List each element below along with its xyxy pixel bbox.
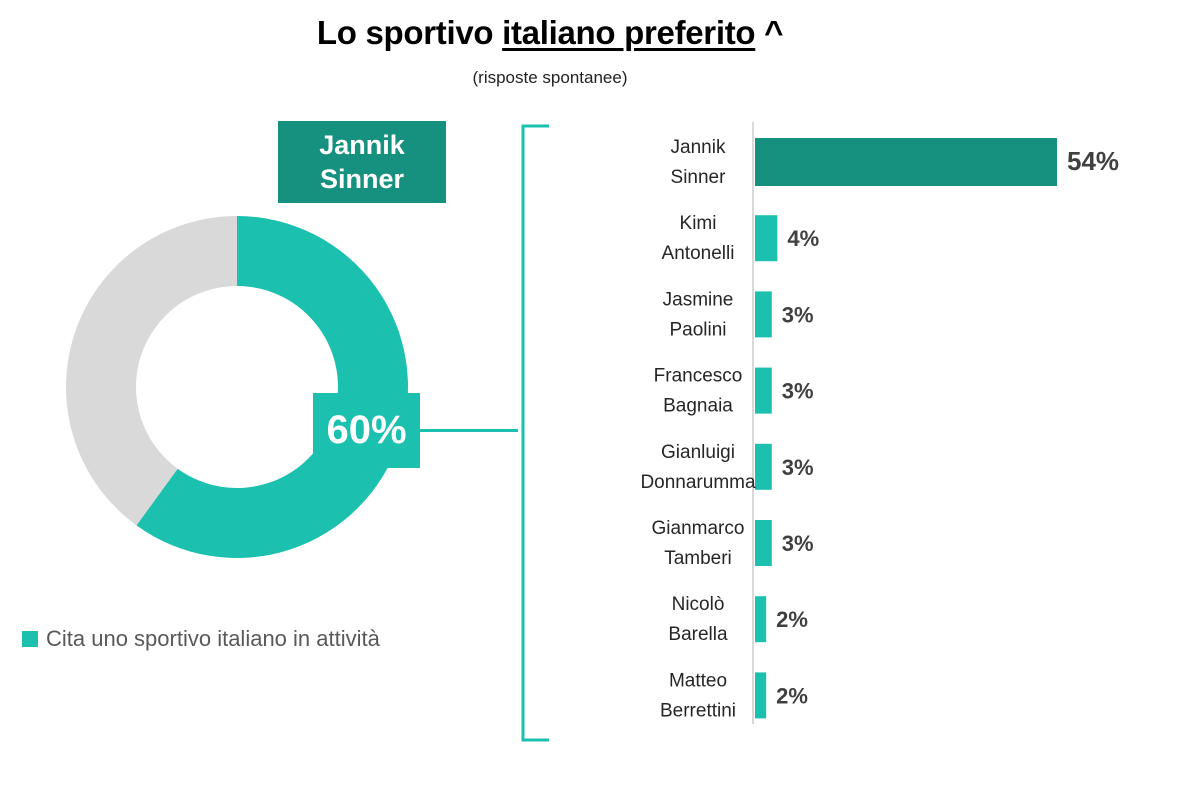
bar-0: [755, 138, 1057, 186]
title-caret: ^: [764, 14, 784, 51]
top-athlete-first-name: Jannik: [319, 130, 405, 160]
category-label-2: Jasmine Paolini: [663, 289, 734, 340]
bar-7: [755, 672, 767, 719]
bar-value-label-5: 3%: [782, 531, 814, 556]
bar-value-label-7: 2%: [776, 683, 808, 708]
bar-value-label-6: 2%: [776, 607, 808, 632]
connector-line: [420, 429, 518, 432]
bar-value-label-4: 3%: [782, 455, 814, 480]
chart-title: Lo sportivo italiano preferito ^: [0, 14, 1100, 52]
category-label-6: Nicolò Barella: [668, 594, 728, 645]
top-athlete-last-name: Sinner: [319, 164, 405, 194]
category-label-3: Francesco Bagnaia: [654, 366, 743, 417]
bar-3: [755, 367, 772, 414]
bar-value-label-3: 3%: [782, 379, 814, 404]
donut-legend: Cita uno sportivo italiano in attività: [22, 626, 380, 652]
legend-label: Cita uno sportivo italiano in attività: [46, 626, 380, 651]
bar-5: [755, 520, 772, 566]
donut-slice-other: [65, 216, 237, 526]
bar-2: [755, 291, 772, 338]
chart-subtitle: (risposte spontanee): [472, 68, 628, 87]
donut-data-label: 60%: [313, 393, 420, 468]
donut-slice-active: [136, 216, 409, 558]
bar-6: [755, 596, 767, 643]
bar-4: [755, 443, 772, 490]
bar-value-label-2: 3%: [782, 302, 814, 327]
bar-value-label-1: 4%: [787, 226, 819, 251]
category-label-5: Gianmarco Tamberi: [652, 518, 745, 569]
donut-chart: [65, 216, 409, 558]
title-underlined: italiano preferito: [502, 14, 756, 51]
category-label-7: Matteo Berrettini: [660, 670, 736, 721]
top-athlete-label: Jannik Sinner: [278, 121, 446, 203]
category-label-4: Gianluigi Donnarumma: [640, 442, 756, 493]
category-label-1: Kimi Antonelli: [662, 213, 735, 264]
bar-1: [755, 215, 778, 262]
bar-value-label-0: 54%: [1067, 146, 1119, 176]
legend-swatch: [22, 631, 38, 647]
category-label-0: Jannik Sinner: [671, 137, 727, 188]
title-prefix: Lo sportivo: [316, 14, 494, 51]
bracket: [521, 124, 549, 742]
